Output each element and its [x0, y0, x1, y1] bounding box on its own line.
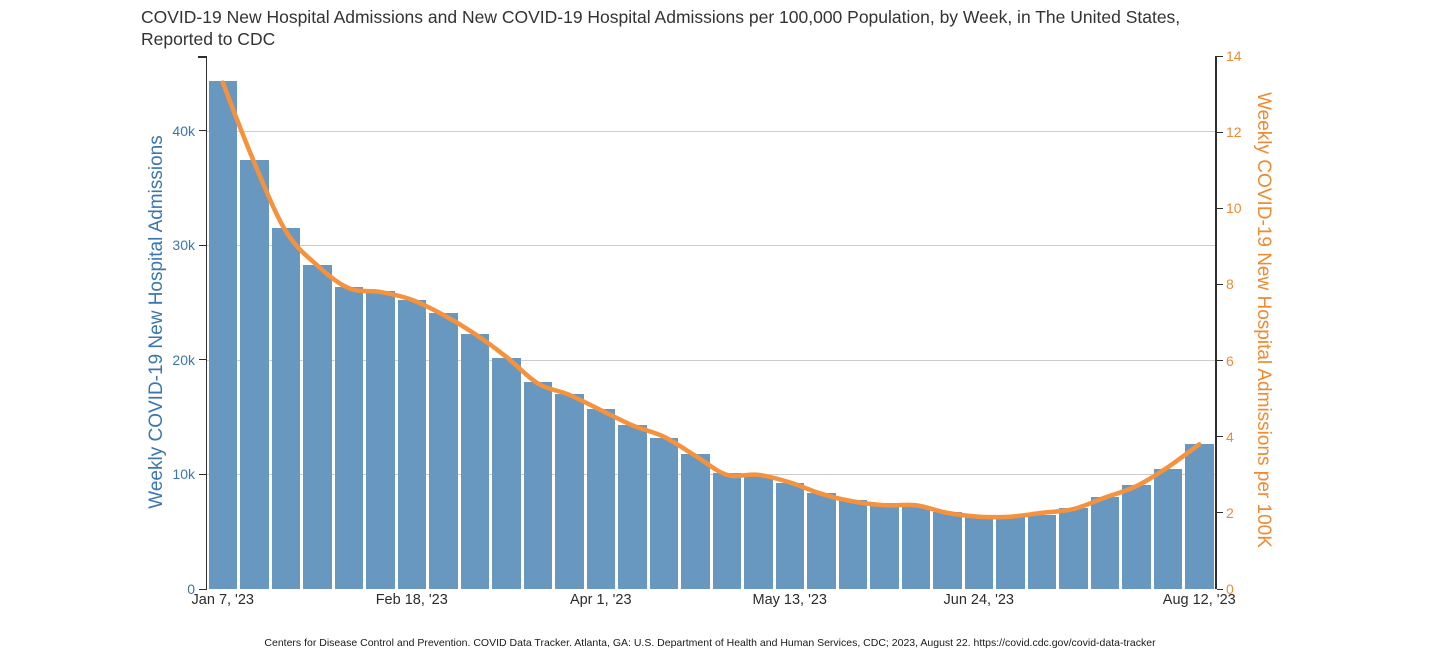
bar-Feb 4, '23[interactable]: [334, 286, 363, 589]
bar-Jul 1, '23[interactable]: [996, 515, 1025, 589]
bar-Aug 5, '23[interactable]: [1153, 468, 1182, 589]
source-citation: Centers for Disease Control and Preventi…: [264, 637, 1156, 649]
bar-Jun 24, '23[interactable]: [964, 514, 993, 589]
right-axis-tick-4: [1216, 436, 1223, 438]
left-axis-tick-0: [199, 588, 207, 590]
rate-line-layer: [220, 80, 1202, 520]
bar-May 13, '23[interactable]: [775, 482, 804, 589]
left-axis-tick-30k: [199, 244, 207, 246]
right-axis-tick-8: [1216, 283, 1223, 285]
right-axis-label-10: 10: [1226, 200, 1242, 217]
chart-title-line2: Reported to CDC: [141, 29, 276, 50]
bar-Jan 28, '23[interactable]: [303, 264, 332, 589]
right-axis-label-2: 2: [1226, 504, 1234, 521]
left-axis-label-20k: 20k: [172, 351, 195, 368]
right-axis-tick-6: [1216, 360, 1223, 362]
bar-Apr 1, '23[interactable]: [586, 409, 615, 589]
left-axis-top-tick: [198, 56, 207, 58]
bar-May 27, '23[interactable]: [838, 499, 867, 589]
right-axis-tick-0: [1216, 588, 1223, 590]
bar-Aug 12, '23[interactable]: [1185, 443, 1214, 589]
gridline-40k: [207, 130, 1215, 132]
chart-title-line1: COVID-19 New Hospital Admissions and New…: [141, 7, 1181, 27]
right-axis-label-6: 6: [1226, 352, 1234, 369]
right-axis-tick-12: [1216, 131, 1223, 133]
plot-area: [207, 56, 1215, 589]
x-axis-label-May 13, '23: May 13, '23: [752, 592, 828, 608]
left-axis-tick-10k: [199, 473, 207, 475]
bar-Jun 17, '23[interactable]: [933, 512, 962, 589]
bar-Mar 4, '23[interactable]: [460, 333, 489, 589]
right-axis-tick-10: [1216, 207, 1223, 209]
right-axis-label-8: 8: [1226, 276, 1234, 293]
bar-Jan 7, '23[interactable]: [208, 80, 237, 589]
x-axis-label-Apr 1, '23: Apr 1, '23: [569, 592, 632, 608]
gridline-10k: [207, 474, 1215, 476]
right-axis-line: [1215, 56, 1217, 589]
chart-title: COVID-19 New Hospital Admissions and New…: [141, 6, 1441, 51]
bar-May 20, '23[interactable]: [807, 492, 836, 589]
bar-Apr 8, '23[interactable]: [618, 425, 647, 589]
bar-Jul 15, '23[interactable]: [1059, 507, 1088, 589]
left-axis-label-10k: 10k: [172, 466, 195, 483]
right-axis-label-12: 12: [1226, 124, 1242, 141]
left-axis-label-0: 0: [187, 581, 195, 597]
x-axis-label-Jun 24, '23: Jun 24, '23: [943, 592, 1015, 608]
right-axis-tick-2: [1216, 512, 1223, 514]
x-axis-label-Aug 12, '23: Aug 12, '23: [1162, 592, 1236, 608]
left-axis-tick-20k: [199, 359, 207, 361]
bar-Apr 15, '23[interactable]: [649, 437, 678, 589]
left-axis-line: [205, 56, 207, 589]
left-axis-label-40k: 40k: [172, 122, 195, 139]
bar-Jun 3, '23[interactable]: [870, 503, 899, 589]
right-axis-title: Weekly COVID-19 New Hospital Admissions …: [1253, 92, 1274, 548]
bar-Jun 10, '23[interactable]: [901, 506, 930, 589]
right-axis-label-14: 14: [1226, 48, 1242, 64]
left-axis-label-30k: 30k: [172, 237, 195, 254]
bar-Jan 21, '23[interactable]: [271, 228, 300, 589]
bar-Feb 25, '23[interactable]: [429, 313, 458, 589]
left-axis-title: Weekly COVID-19 New Hospital Admissions: [146, 135, 167, 509]
bar-Mar 18, '23[interactable]: [523, 381, 552, 589]
bar-Jul 29, '23[interactable]: [1122, 484, 1151, 589]
left-axis-tick-40k: [199, 130, 207, 132]
bar-May 6, '23[interactable]: [744, 475, 773, 589]
bar-Feb 18, '23[interactable]: [397, 300, 426, 589]
gridline-30k: [207, 245, 1215, 247]
bar-Apr 29, '23[interactable]: [712, 473, 741, 589]
bar-Feb 11, '23[interactable]: [366, 291, 395, 589]
right-axis-tick-14: [1216, 55, 1223, 57]
bar-Mar 11, '23[interactable]: [492, 357, 521, 589]
bar-Mar 25, '23[interactable]: [555, 394, 584, 589]
gridline-20k: [207, 359, 1215, 361]
right-axis-label-0: 0: [1226, 581, 1234, 597]
x-axis-label-Jan 7, '23: Jan 7, '23: [191, 592, 254, 608]
bar-Apr 22, '23[interactable]: [681, 453, 710, 589]
bar-Jul 22, '23[interactable]: [1090, 497, 1119, 589]
rate-line[interactable]: [220, 80, 1202, 520]
bar-Jul 8, '23[interactable]: [1027, 514, 1056, 589]
x-axis-label-Feb 18, '23: Feb 18, '23: [375, 592, 448, 608]
right-axis-label-4: 4: [1226, 428, 1234, 445]
bar-Jan 14, '23[interactable]: [240, 159, 269, 589]
